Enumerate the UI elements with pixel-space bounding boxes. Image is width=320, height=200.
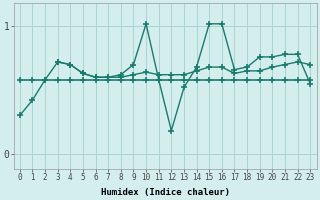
X-axis label: Humidex (Indice chaleur): Humidex (Indice chaleur)	[100, 188, 229, 197]
